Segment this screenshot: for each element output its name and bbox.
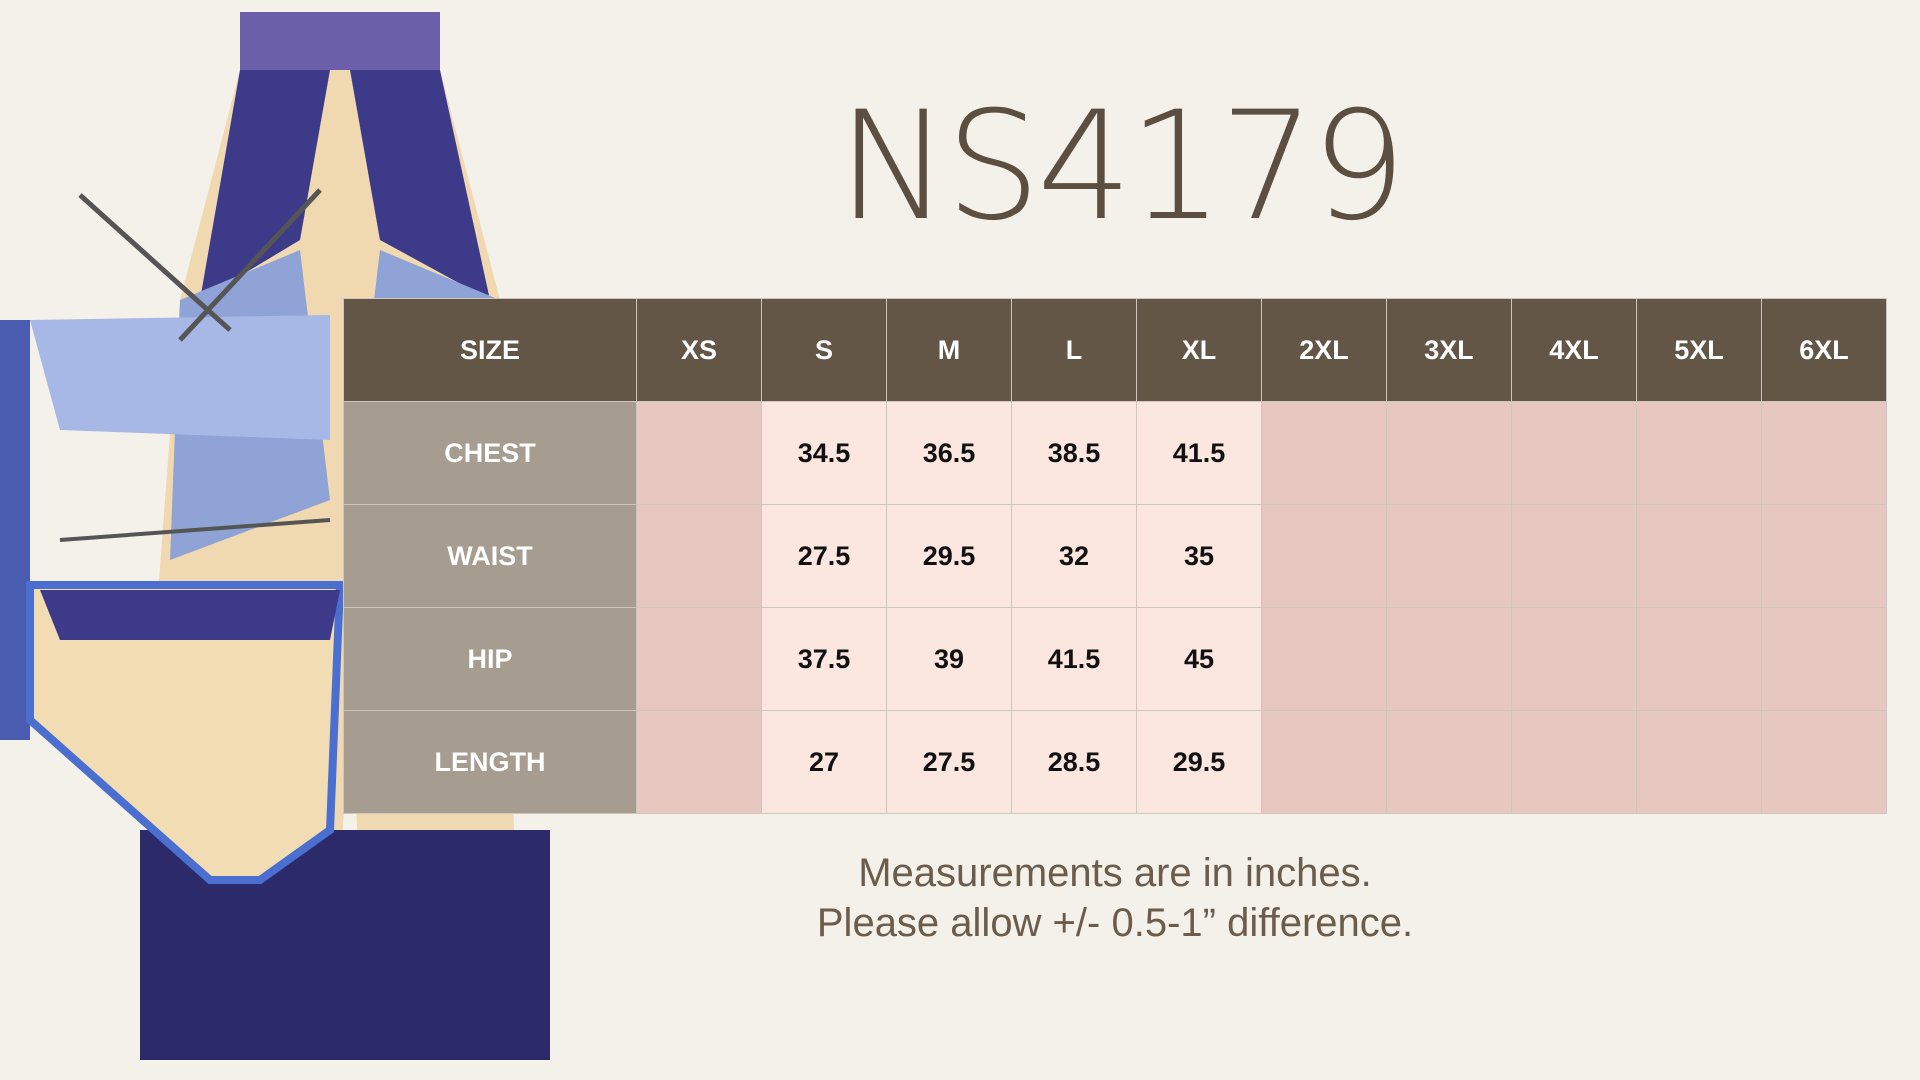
measurement-cell	[1261, 607, 1387, 711]
row-label: HIP	[343, 607, 637, 711]
measurement-cell	[1261, 504, 1387, 608]
note-tolerance: Please allow +/- 0.5-1” difference.	[816, 901, 1414, 945]
measurement-cell: 35	[1136, 504, 1262, 608]
measurement-cell	[636, 504, 762, 608]
measurement-cell: 39	[886, 607, 1012, 711]
measurement-cell	[1761, 710, 1887, 814]
measurement-cell	[1636, 607, 1762, 711]
measurement-cell: 45	[1136, 607, 1262, 711]
header-cell: 2XL	[1261, 298, 1387, 402]
header-cell: L	[1011, 298, 1137, 402]
table-row: CHEST 34.5 36.5 38.5 41.5	[343, 401, 1887, 505]
measurement-cell: 27.5	[761, 504, 887, 608]
note-units: Measurements are in inches.	[858, 851, 1372, 895]
measurement-cell	[1261, 710, 1387, 814]
measurement-cell: 34.5	[761, 401, 887, 505]
measurement-cell	[1511, 607, 1637, 711]
header-cell: M	[886, 298, 1012, 402]
header-cell: 3XL	[1386, 298, 1512, 402]
measurement-cell	[1511, 504, 1637, 608]
measurement-cell	[1511, 401, 1637, 505]
measurement-cell	[1386, 401, 1512, 505]
measurement-cell: 36.5	[886, 401, 1012, 505]
header-cell: XL	[1136, 298, 1262, 402]
table-row: WAIST 27.5 29.5 32 35	[343, 504, 1887, 608]
measurement-cell: 41.5	[1011, 607, 1137, 711]
header-cell: S	[761, 298, 887, 402]
header-row: SIZE XS S M L XL 2XL 3XL 4XL 5XL 6XL	[343, 298, 1887, 402]
measurement-cell: 41.5	[1136, 401, 1262, 505]
header-cell: 5XL	[1636, 298, 1762, 402]
row-label: CHEST	[343, 401, 637, 505]
header-cell: SIZE	[343, 298, 637, 402]
measurement-cell	[1386, 504, 1512, 608]
measurement-cell	[1761, 504, 1887, 608]
measurement-cell	[1386, 607, 1512, 711]
measurement-cell	[1761, 607, 1887, 711]
measurement-cell: 32	[1011, 504, 1137, 608]
measurement-cell: 29.5	[886, 504, 1012, 608]
row-label: LENGTH	[343, 710, 637, 814]
measurement-cell	[1261, 401, 1387, 505]
product-code-title: NS4179	[837, 80, 1406, 254]
measurement-cell	[1636, 401, 1762, 505]
header-cell: 4XL	[1511, 298, 1637, 402]
measurement-cell	[1761, 401, 1887, 505]
measurement-cell	[636, 710, 762, 814]
measurement-notes: Measurements are in inches. Please allow…	[690, 848, 1540, 948]
measurement-cell: 27.5	[886, 710, 1012, 814]
row-label: WAIST	[343, 504, 637, 608]
measurement-cell	[636, 401, 762, 505]
measurement-cell	[1636, 504, 1762, 608]
header-cell: 6XL	[1761, 298, 1887, 402]
measurement-cell: 29.5	[1136, 710, 1262, 814]
header-cell: XS	[636, 298, 762, 402]
measurement-cell: 38.5	[1011, 401, 1137, 505]
measurement-cell	[1511, 710, 1637, 814]
measurement-cell: 37.5	[761, 607, 887, 711]
size-chart-table: SIZE XS S M L XL 2XL 3XL 4XL 5XL 6XL CHEST 34.5 36.5…	[343, 298, 1887, 814]
table-row: HIP 37.5 39 41.5 45	[343, 607, 1887, 711]
measurement-cell	[1636, 710, 1762, 814]
measurement-cell: 28.5	[1011, 710, 1137, 814]
table-row: LENGTH 27 27.5 28.5 29.5	[343, 710, 1887, 814]
measurement-cell: 27	[761, 710, 887, 814]
measurement-cell	[1386, 710, 1512, 814]
measurement-cell	[636, 607, 762, 711]
